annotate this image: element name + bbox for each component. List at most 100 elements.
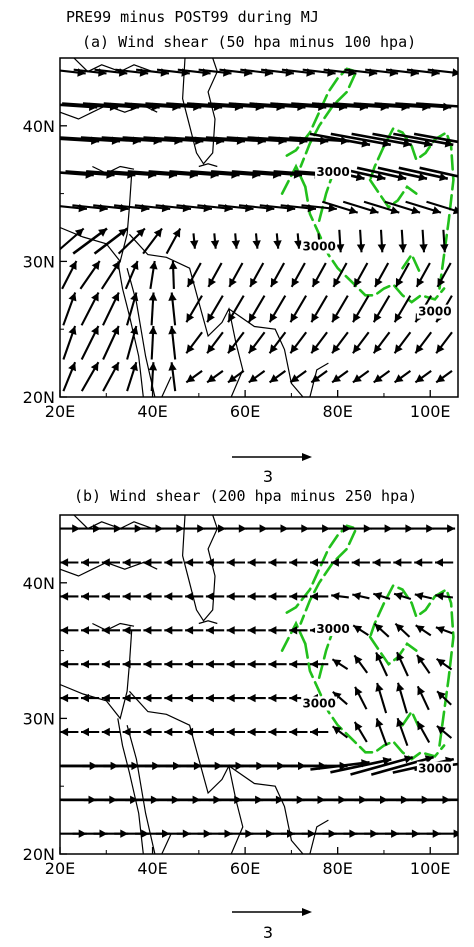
wind-vector-shaft — [291, 102, 348, 109]
wind-vector-head — [394, 374, 404, 383]
wind-vector-head — [101, 693, 110, 703]
wind-vector-head — [168, 326, 177, 335]
wind-vector — [372, 558, 391, 567]
wind-vector-head — [205, 626, 214, 635]
wind-vector-head — [122, 592, 131, 601]
wind-vector — [311, 262, 327, 288]
wind-vector-head — [228, 313, 236, 323]
wind-vector-head — [226, 592, 235, 601]
wind-vector — [124, 260, 139, 290]
wind-vector-head — [205, 660, 214, 669]
wind-vector-head — [273, 240, 282, 249]
wind-vector-head — [185, 727, 194, 737]
coastline-segment — [126, 268, 156, 397]
wind-vector-head — [269, 344, 278, 354]
coastline-segment — [60, 173, 133, 263]
wind-vector-head — [436, 658, 446, 667]
wind-vector-head — [417, 686, 425, 696]
wind-vector-head — [310, 727, 318, 737]
wind-vector-head — [336, 244, 345, 253]
wind-vector — [185, 693, 204, 703]
wind-vector — [405, 200, 442, 215]
wind-vector-head — [328, 204, 337, 213]
wind-vector-head — [415, 374, 425, 383]
wind-vector-shaft — [330, 758, 392, 774]
coastline-segment — [181, 58, 218, 165]
wind-vector — [122, 626, 141, 635]
wind-vector — [336, 229, 345, 253]
wind-vector-head — [373, 592, 383, 601]
coastline-segment — [181, 515, 218, 622]
wind-vector-head — [289, 626, 298, 635]
wind-vector — [122, 558, 141, 567]
wind-vector — [224, 524, 247, 533]
wind-vector-head — [394, 313, 403, 323]
x-tick-label: 100E — [410, 402, 451, 421]
wind-vector-head — [376, 172, 386, 182]
wind-vector-head — [118, 228, 128, 237]
wind-vector-shaft — [211, 170, 261, 177]
wind-vector — [351, 132, 412, 148]
wind-vector — [289, 331, 308, 354]
wind-vector — [375, 682, 388, 714]
wind-vector — [62, 292, 77, 326]
wind-vector — [373, 370, 391, 384]
coastline-segment — [228, 765, 304, 854]
wind-vector-shaft — [249, 102, 306, 109]
wind-vector-head — [394, 592, 403, 601]
wind-vector — [185, 558, 204, 567]
wind-vector-head — [205, 727, 214, 737]
wind-vector-head — [310, 558, 318, 567]
contour-label-bg — [315, 164, 352, 179]
reference-arrowhead-b — [302, 908, 312, 916]
wind-vector — [207, 262, 223, 288]
wind-vector — [247, 558, 266, 567]
wind-vector-head — [369, 206, 379, 215]
wind-vector-head — [229, 277, 237, 287]
wind-vector — [354, 686, 368, 710]
wind-vector — [396, 717, 409, 747]
wind-vector-shaft — [356, 166, 407, 180]
wind-vector-head — [190, 240, 199, 249]
contour-label: 3000 — [418, 305, 451, 319]
wind-vector-shaft — [186, 102, 244, 109]
wind-vector-head — [311, 313, 319, 323]
wind-vector-head — [143, 626, 152, 635]
wind-vector-head — [423, 139, 433, 148]
coastline-segment — [161, 833, 172, 854]
wind-vector-head — [453, 829, 458, 838]
wind-vector-head — [395, 623, 405, 633]
wind-vector — [331, 592, 349, 601]
wind-vector-head — [294, 240, 303, 249]
wind-vector — [308, 524, 331, 533]
wind-vector-head — [164, 727, 173, 737]
wind-vector-shaft — [148, 170, 198, 177]
wind-vector — [310, 370, 328, 384]
wind-vector-head — [168, 362, 177, 371]
contour-line — [368, 635, 418, 667]
wind-vector-head — [60, 558, 69, 567]
wind-vector — [247, 592, 266, 601]
contour-label-bg — [301, 696, 338, 711]
wind-vector — [143, 592, 162, 601]
wind-vector-head — [268, 660, 277, 669]
wind-vector — [205, 727, 225, 737]
wind-vector-head — [374, 623, 384, 633]
wind-vector — [372, 592, 391, 601]
wind-vector-head — [397, 172, 407, 182]
wind-vector-head — [332, 726, 342, 735]
wind-vector-head — [435, 626, 445, 634]
x-tick-label: 60E — [230, 402, 260, 421]
wind-vector — [310, 592, 329, 601]
wind-vector-head — [398, 244, 407, 253]
wind-vector — [351, 558, 370, 567]
contour-line — [285, 524, 359, 625]
wind-vector-head — [155, 524, 164, 533]
wind-vector-shaft — [232, 170, 282, 177]
wind-vector — [148, 325, 158, 360]
wind-vector — [231, 233, 240, 249]
wind-vector-shaft — [107, 170, 157, 177]
wind-vector — [268, 727, 287, 737]
wind-vector — [143, 558, 162, 567]
contour-label: 3000 — [316, 622, 349, 636]
